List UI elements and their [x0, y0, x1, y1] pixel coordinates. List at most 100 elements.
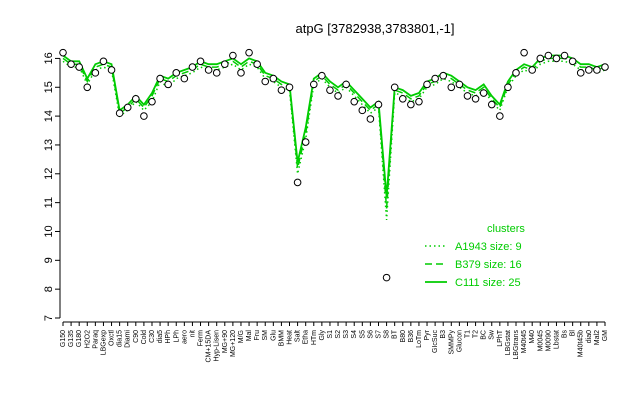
x-tick-label: S8 — [384, 330, 391, 339]
x-tick-label: GIcSuc — [432, 330, 439, 353]
data-point — [261, 77, 270, 86]
y-tick-label: 15 — [43, 81, 55, 93]
data-point — [407, 100, 415, 109]
x-tick-label: Sw — [489, 329, 496, 340]
data-point — [132, 95, 140, 103]
data-point — [447, 83, 456, 92]
data-point — [585, 66, 593, 74]
legend-entry: A1943 size: 9 — [455, 241, 522, 253]
x-tick-label: BT — [392, 329, 399, 339]
series-line-3 — [62, 54, 606, 197]
x-tick-label: SMMPy — [448, 330, 455, 355]
data-point — [180, 74, 189, 83]
plot-area — [59, 44, 616, 322]
x-tick-label: aero — [181, 330, 188, 344]
data-point — [350, 97, 359, 106]
data-point — [593, 66, 601, 74]
data-point — [75, 63, 83, 71]
data-point — [140, 112, 148, 120]
x-tick-label: G150 — [60, 330, 67, 347]
data-point — [358, 106, 367, 115]
data-point — [479, 89, 488, 97]
data-point — [318, 71, 326, 80]
x-tick-label: BC — [481, 330, 488, 340]
data-point — [504, 83, 512, 92]
data-point — [115, 109, 124, 118]
data-point — [91, 69, 100, 77]
x-tick-label: Oxctl — [109, 330, 116, 346]
data-point — [107, 66, 116, 74]
x-tick-label: Glu — [270, 330, 277, 341]
x-tick-label: Diami — [125, 330, 132, 348]
data-point — [415, 97, 423, 106]
data-point — [398, 95, 407, 103]
data-point — [212, 69, 221, 77]
data-point — [156, 74, 164, 83]
data-point — [520, 48, 528, 57]
data-point — [471, 95, 480, 103]
x-tick-label: C30 — [149, 330, 156, 343]
x-tick-label: Bl — [570, 330, 577, 337]
x-tick-label: Glucon — [456, 330, 463, 352]
chart-title: atpG [3782938,3783801,-1] — [295, 21, 454, 36]
data-point — [67, 60, 75, 68]
data-point — [601, 63, 609, 71]
data-point — [229, 51, 237, 60]
x-tick-label: S3 — [343, 330, 350, 339]
data-point — [148, 97, 156, 106]
x-tick-label: H2O2 — [84, 330, 91, 348]
data-point — [512, 69, 520, 77]
data-point — [293, 178, 302, 187]
x-tick-label: T2 — [473, 330, 480, 338]
data-point — [123, 103, 132, 112]
x-tick-label: Cold — [141, 330, 148, 345]
x-tick-label: dia5 — [157, 330, 164, 343]
x-tick-label: dia15 — [117, 330, 124, 347]
y-axis: 7 8 9 10 11 12 13 14 15 16 — [43, 52, 61, 321]
x-tick-label: Etha — [303, 330, 310, 345]
x-tick-label: LPh — [173, 330, 180, 343]
x-tick-label: LBGstat — [505, 330, 512, 355]
x-tick-label: M40 — [529, 330, 536, 344]
data-point — [253, 60, 261, 68]
x-tick-label: BMM — [278, 330, 285, 347]
data-point — [326, 86, 334, 94]
x-tick-label: Pyr — [424, 329, 431, 340]
x-tick-label: M40t45b — [578, 330, 585, 357]
data-point — [204, 66, 213, 74]
data-point — [237, 69, 245, 77]
data-point — [277, 86, 286, 94]
data-point — [83, 83, 92, 92]
data-point — [423, 80, 431, 89]
data-point — [560, 51, 569, 60]
y-tick-label: 13 — [43, 139, 55, 151]
x-tick-label: M40t45 — [521, 330, 528, 353]
x-tick-label: M0090 — [545, 330, 552, 352]
x-tick-label: LBGexp — [100, 330, 107, 355]
x-tick-label: Fru — [254, 330, 261, 341]
data-point — [172, 69, 181, 77]
x-tick-label: S4 — [351, 330, 358, 339]
x-tick-label: Mal2 — [594, 330, 601, 345]
data-point — [99, 57, 108, 66]
x-tick-label: MG+90 — [222, 330, 229, 353]
x-tick-label: B3 — [440, 330, 447, 339]
data-point — [382, 273, 391, 282]
data-point — [285, 83, 294, 92]
x-tick-label: LBGtrans — [513, 330, 520, 360]
data-point — [342, 80, 350, 89]
x-tick-label: B36 — [408, 330, 415, 343]
legend-entry: B379 size: 16 — [455, 259, 522, 271]
x-tick-label: HPh — [165, 330, 172, 344]
data-point — [463, 92, 472, 100]
x-tick-label: B80 — [400, 330, 407, 343]
y-tick-label: 10 — [43, 225, 55, 237]
data-point — [269, 74, 278, 83]
x-tick-label: Gly — [319, 330, 326, 341]
x-tick-label: S7 — [375, 330, 382, 339]
data-point — [220, 60, 229, 68]
plot-box — [60, 44, 616, 322]
data-point — [576, 69, 585, 77]
legend: clusters A1943 size: 9 B379 size: 16 C111 … — [425, 223, 525, 289]
